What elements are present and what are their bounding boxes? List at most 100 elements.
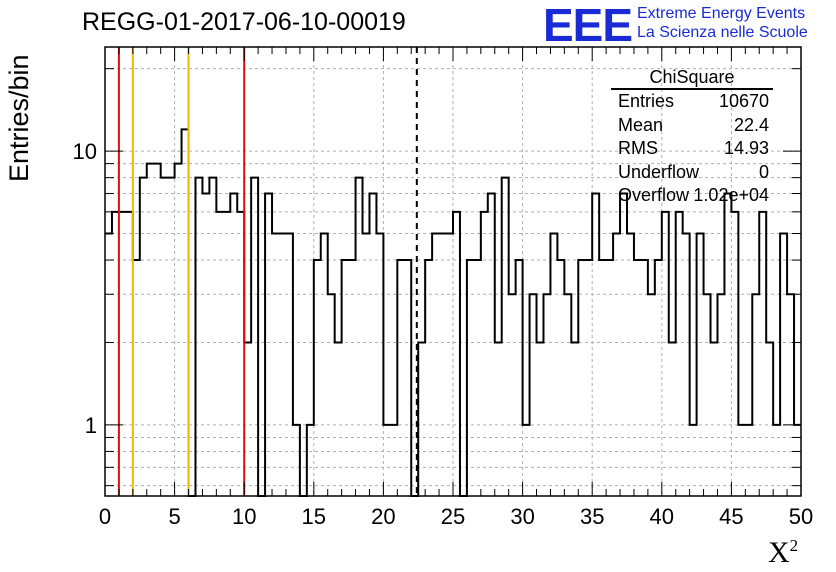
stats-label: Overflow (618, 185, 690, 205)
x-tick-label: 45 (719, 504, 743, 529)
stats-row-overflow: Overflow 1.02e+04 (611, 184, 773, 208)
histogram-bin (495, 342, 502, 496)
axes: 0 5 10 15 20 25 30 35 40 45 50 1 10 (73, 46, 813, 529)
histogram-bin (467, 260, 474, 496)
histogram-bin (432, 234, 439, 496)
stats-row-entries: Entries 10670 (611, 90, 773, 114)
histogram-bin (390, 425, 397, 496)
y-tick-label: 1 (85, 413, 97, 438)
histogram-bin (439, 234, 446, 496)
histogram-bin (105, 234, 112, 496)
histogram-bin (530, 294, 537, 496)
histogram-bin (453, 212, 460, 496)
histogram-bin (342, 260, 349, 496)
histogram-bin (251, 178, 258, 496)
histogram-bin (509, 294, 516, 496)
histogram-bin (550, 234, 557, 496)
histogram-bin (376, 234, 383, 496)
histogram-bin (787, 294, 794, 496)
histogram-bin (481, 212, 488, 496)
histogram-bin (537, 342, 544, 496)
histogram-bin (711, 342, 718, 496)
stats-label: Mean (618, 114, 664, 135)
histogram-bin (662, 212, 669, 496)
histogram-bin (321, 234, 328, 496)
histogram-bin (759, 212, 766, 496)
histogram-bin (731, 212, 738, 496)
stats-value: 0 (758, 161, 769, 182)
histogram-bin (307, 425, 314, 496)
histogram-bin (383, 425, 390, 496)
x-axis-label-base: X (768, 536, 790, 569)
histogram-bin (202, 194, 209, 496)
histogram-bin (606, 260, 613, 496)
histogram-bin (265, 194, 272, 496)
histogram-bin (230, 194, 237, 496)
histogram-bin (474, 260, 481, 496)
histogram-bin (147, 164, 154, 496)
histogram-bin (780, 234, 787, 496)
histogram-bin (523, 425, 530, 496)
stats-title: ChiSquare (611, 66, 773, 90)
x-tick-label: 50 (789, 504, 813, 529)
histogram-bin (425, 260, 432, 496)
histogram-bin (557, 260, 564, 496)
histogram-bin (564, 294, 571, 496)
histogram-bin (272, 234, 279, 496)
histogram-bin (418, 342, 425, 496)
histogram-bin (397, 260, 404, 496)
x-tick-label: 25 (441, 504, 465, 529)
histogram-bin (293, 425, 300, 496)
histogram-bin (620, 194, 627, 496)
histogram-bin (335, 342, 342, 496)
x-tick-label: 40 (650, 504, 674, 529)
x-tick-label: 30 (510, 504, 534, 529)
histogram-bin (279, 234, 286, 496)
histogram-bin (237, 212, 244, 496)
histogram-bin (349, 260, 356, 496)
x-axis-label-superscript: 2 (789, 536, 799, 555)
stats-label: Entries (618, 91, 675, 111)
eee-logo: EEE (543, 0, 633, 51)
x-tick-label: 0 (99, 504, 111, 529)
histogram-bin (182, 129, 189, 496)
x-tick-label: 15 (302, 504, 326, 529)
histogram-bin (724, 194, 731, 496)
stats-value: 10670 (718, 91, 769, 111)
histogram-bin (404, 260, 411, 496)
histogram-bin (244, 342, 251, 496)
histogram-bin (683, 234, 690, 496)
stats-value: 1.02e+04 (693, 185, 769, 205)
x-tick-label: 5 (168, 504, 180, 529)
histogram-bin (634, 260, 641, 496)
stats-value: 22.4 (733, 114, 769, 135)
histogram-bin (704, 294, 711, 496)
logo-line-2: La Scienza nelle Scuole (637, 24, 808, 41)
histogram-bin (627, 234, 634, 496)
histogram-bin (488, 194, 495, 496)
histogram-bin (543, 294, 550, 496)
histogram-bin (766, 342, 773, 496)
histogram-bin (356, 178, 363, 496)
histogram-bin (648, 294, 655, 496)
stats-row-underflow: Underflow 0 (611, 161, 773, 185)
x-tick-label: 20 (371, 504, 395, 529)
logo-line-1: Extreme Energy Events (637, 5, 806, 22)
histogram-bin (126, 212, 133, 496)
stats-box: ChiSquare Entries 10670 Mean 22.4 RMS 14… (611, 66, 773, 208)
histogram-bin (738, 425, 745, 496)
histogram-bin (697, 234, 704, 496)
histogram-bin (599, 260, 606, 496)
histogram-bin (690, 425, 697, 496)
histogram-bin (717, 294, 724, 496)
histogram-bin (655, 260, 662, 496)
histogram-bin (328, 294, 335, 496)
histogram-bin (676, 212, 683, 496)
histogram-bin (446, 234, 453, 496)
eee-logo-text: Extreme Energy Events La Scienza nelle S… (637, 4, 808, 42)
stats-label: Underflow (618, 161, 700, 182)
histogram-bin (168, 178, 175, 496)
histogram-bin (216, 212, 223, 496)
histogram-bin (516, 260, 523, 496)
